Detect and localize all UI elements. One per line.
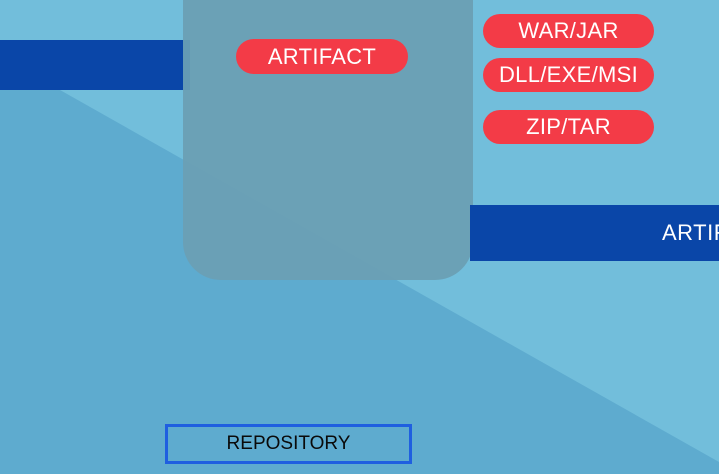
format-pill-dll-exe-msi: DLL/EXE/MSI — [483, 58, 654, 92]
repository-box: REPOSITORY — [165, 424, 412, 464]
format-pill-zip-tar: ZIP/TAR — [483, 110, 654, 144]
format-pill-war-jar: WAR/JAR — [483, 14, 654, 48]
right-blue-bar: ARTIF — [470, 205, 719, 261]
diagonal-shade-polygon — [0, 90, 719, 474]
artifact-pill: ARTIFACT — [236, 39, 408, 74]
left-blue-bar — [0, 40, 190, 90]
right-bar-label: ARTIF — [662, 220, 719, 245]
